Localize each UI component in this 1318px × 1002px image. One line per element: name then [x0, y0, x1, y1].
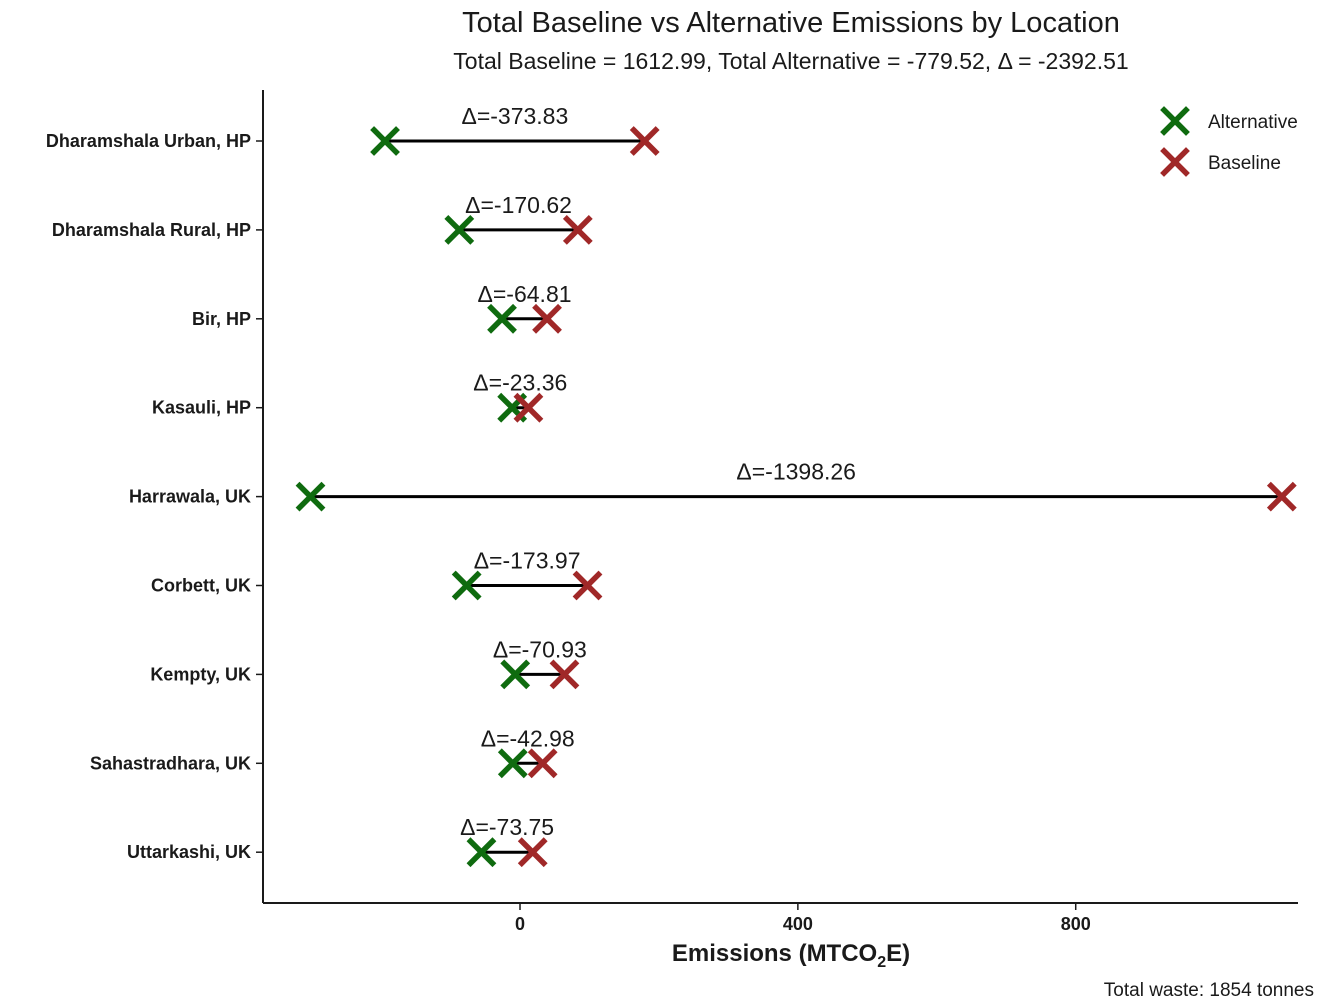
- x-tick-label: 800: [1061, 914, 1091, 934]
- alternative-point-stroke-b: [370, 126, 400, 156]
- x-axis-label-end: E): [886, 940, 910, 967]
- y-tick-label: Harrawala, UK: [129, 487, 251, 507]
- baseline-point-stroke-b: [513, 392, 544, 423]
- legend-baseline-icon-stroke-b: [1160, 147, 1190, 177]
- y-tick-label: Kasauli, HP: [152, 398, 251, 418]
- alternative-point-stroke-b: [444, 215, 475, 245]
- x-axis-label: Emissions (MTCO2E): [672, 940, 910, 971]
- alternative-point-stroke-b: [295, 481, 326, 512]
- baseline-point: [517, 837, 548, 868]
- legend-alternative-icon-stroke-b: [1160, 106, 1190, 136]
- alternative-point-stroke-b: [500, 659, 531, 690]
- y-tick-label: Dharamshala Urban, HP: [46, 131, 251, 151]
- chart-title: Total Baseline vs Alternative Emissions …: [462, 7, 1120, 39]
- alternative-point-stroke-b: [497, 748, 528, 779]
- delta-label: Δ=-64.81: [478, 281, 572, 307]
- legend-baseline-icon: [1160, 147, 1190, 177]
- alternative-point-stroke-b: [451, 570, 482, 601]
- baseline-point: [629, 126, 660, 156]
- baseline-point-stroke-b: [562, 215, 593, 245]
- baseline-point: [572, 570, 603, 601]
- baseline-point-stroke-b: [532, 303, 562, 334]
- baseline-point-stroke-b: [527, 748, 558, 779]
- y-tick-label: Dharamshala Rural, HP: [52, 220, 251, 240]
- x-tick-label: 0: [515, 914, 525, 934]
- baseline-point: [1266, 481, 1297, 512]
- baseline-point: [513, 392, 544, 423]
- baseline-point-stroke-b: [629, 126, 660, 156]
- y-tick-label: Kempty, UK: [150, 664, 251, 684]
- caption: Total waste: 1854 tonnes: [1104, 980, 1314, 1001]
- alternative-point: [500, 659, 531, 690]
- legend: Alternative Baseline: [1160, 106, 1298, 177]
- delta-label: Δ=-1398.26: [736, 459, 856, 485]
- delta-label: Δ=-173.97: [474, 548, 581, 574]
- alternative-point: [497, 748, 528, 779]
- baseline-point-stroke-b: [572, 570, 603, 601]
- legend-label-baseline: Baseline: [1208, 153, 1281, 174]
- baseline-point: [527, 748, 558, 779]
- data-rows: Dharamshala Urban, HP Δ=-373.83 Dharamshal…: [46, 103, 1297, 868]
- alternative-point: [451, 570, 482, 601]
- x-axis-label-subscript: 2: [877, 954, 886, 971]
- alternative-point: [370, 126, 400, 156]
- baseline-point-stroke-b: [1266, 481, 1297, 512]
- baseline-point: [532, 303, 562, 334]
- legend-label-alternative: Alternative: [1208, 112, 1298, 133]
- legend-alternative-icon: [1160, 106, 1190, 136]
- delta-label: Δ=-373.83: [461, 103, 568, 129]
- alternative-point: [466, 837, 497, 868]
- alternative-point: [487, 303, 517, 334]
- alternative-point-stroke-b: [466, 837, 497, 868]
- x-axis-label-main: Emissions (MTCO: [672, 940, 877, 967]
- y-tick-label: Uttarkashi, UK: [127, 842, 251, 862]
- alternative-point: [444, 215, 475, 245]
- baseline-point-stroke-b: [549, 659, 580, 690]
- delta-label: Δ=-170.62: [465, 192, 572, 218]
- x-tick-label: 400: [783, 914, 813, 934]
- baseline-point: [562, 215, 593, 245]
- x-ticks: 0 400 800: [515, 903, 1091, 934]
- chart-subtitle: Total Baseline = 1612.99, Total Alternat…: [453, 48, 1128, 74]
- alternative-point: [295, 481, 326, 512]
- delta-label: Δ=-42.98: [481, 725, 575, 751]
- baseline-point-stroke-b: [517, 837, 548, 868]
- delta-label: Δ=-23.36: [473, 370, 567, 396]
- y-tick-label: Sahastradhara, UK: [90, 753, 251, 773]
- delta-label: Δ=-70.93: [493, 636, 587, 662]
- delta-label: Δ=-73.75: [460, 814, 554, 840]
- baseline-point: [549, 659, 580, 690]
- alternative-point-stroke-b: [487, 303, 517, 334]
- y-tick-label: Corbett, UK: [151, 576, 251, 596]
- y-tick-label: Bir, HP: [192, 309, 251, 329]
